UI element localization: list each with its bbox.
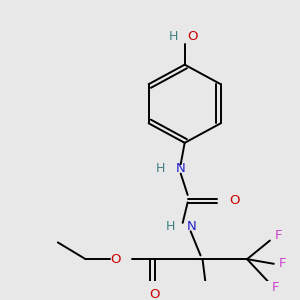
- Text: O: O: [150, 288, 160, 300]
- Text: F: F: [272, 280, 279, 294]
- Text: H: H: [165, 220, 175, 233]
- Text: H: H: [155, 162, 165, 176]
- Text: F: F: [279, 257, 286, 270]
- Text: H: H: [168, 30, 178, 43]
- Text: O: O: [229, 194, 240, 207]
- Text: N: N: [176, 162, 185, 176]
- Text: F: F: [275, 230, 282, 242]
- Text: O: O: [188, 30, 198, 43]
- Text: O: O: [110, 253, 120, 266]
- Text: N: N: [187, 220, 196, 233]
